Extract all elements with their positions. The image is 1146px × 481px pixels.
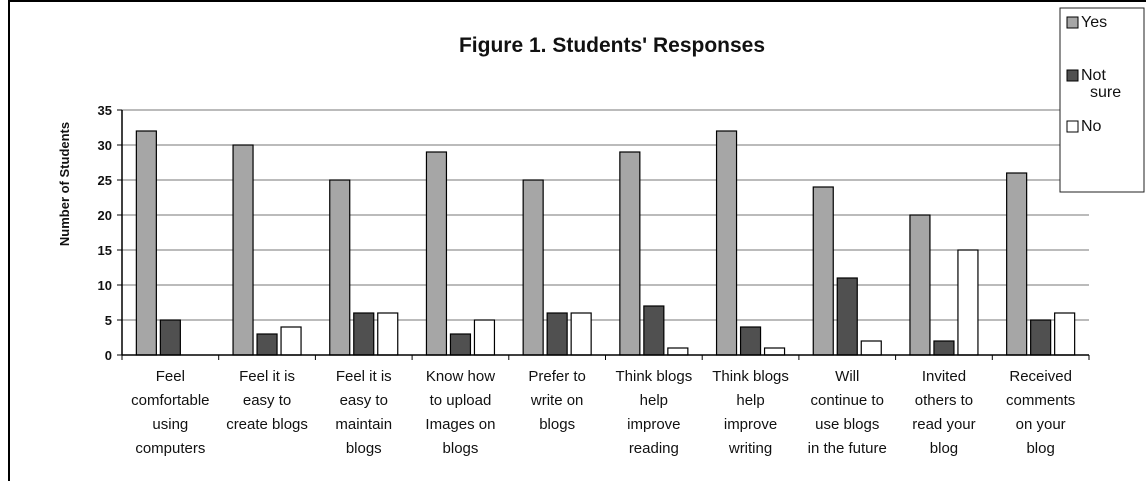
bar-not-sure (353, 312, 375, 356)
x-tick-label: Think blogs help improve reading (615, 368, 692, 457)
bar-no (763, 347, 786, 356)
bar-no (473, 319, 496, 356)
x-tick-label: Think blogs help improve writing (712, 368, 789, 457)
y-tick-label: 30 (98, 138, 112, 153)
legend-swatch (1066, 69, 1079, 82)
bar-yes (232, 144, 254, 356)
legend-swatch (1066, 120, 1079, 133)
x-tick-label: Invited others to read your blog (912, 368, 975, 457)
x-tick-label: Prefer to write on blogs (528, 368, 586, 433)
y-tick-label: 20 (98, 208, 112, 223)
legend-entry: No (1081, 118, 1102, 135)
y-tick-label: 0 (105, 348, 112, 363)
bar-yes (329, 179, 351, 356)
bar-not-sure (836, 277, 858, 356)
bar-no (1054, 312, 1076, 356)
chart-title: Figure 1. Students' Responses (459, 34, 765, 57)
bar-yes (522, 179, 544, 356)
bar-not-sure (546, 312, 568, 356)
legend-swatch (1066, 16, 1079, 29)
x-tick-label: Feel comfortable using computers (131, 368, 209, 457)
bar-yes (135, 130, 157, 356)
bar-not-sure (256, 333, 278, 356)
y-axis-label: Number of Students (57, 122, 72, 246)
bar-no (377, 312, 399, 356)
bar-not-sure (933, 340, 955, 356)
x-axis-labels: Feel comfortable using computers Feel it is e… (131, 368, 1075, 457)
bar-not-sure (1030, 319, 1052, 356)
y-tick-label: 10 (98, 278, 112, 293)
bar-not-sure (739, 326, 762, 356)
legend-box (1059, 7, 1145, 193)
bar-no (957, 249, 979, 356)
gridlines (122, 109, 1089, 321)
bar-no (667, 347, 689, 356)
bar-yes (909, 214, 931, 356)
x-tick-label: Know how to upload Images on blogs (425, 368, 495, 457)
y-tick-label: 25 (98, 173, 112, 188)
legend: Yes Not sure No (1059, 7, 1145, 193)
bar-no (280, 326, 302, 356)
bars (135, 130, 1076, 356)
bar-no (570, 312, 592, 356)
chart-frame (8, 0, 1146, 481)
bar-yes (425, 151, 448, 356)
y-tick-label: 35 (98, 103, 112, 118)
bar-not-sure (449, 333, 472, 356)
bar-not-sure (159, 319, 181, 356)
y-axis-ticks: 0 5 10 15 20 25 30 35 (98, 103, 122, 363)
legend-entry: Yes (1081, 14, 1107, 31)
bar-no (860, 340, 882, 356)
bar-not-sure (643, 305, 665, 356)
x-tick-label: Feel it is easy to maintain blogs (335, 368, 392, 457)
legend-entry: Not sure (1081, 67, 1121, 101)
x-tick-label: Feel it is easy to create blogs (226, 368, 308, 433)
bar-yes (1006, 172, 1028, 356)
x-tick-label: Will continue to use blogs in the future (808, 368, 887, 457)
bar-yes (619, 151, 641, 356)
bar-yes (812, 186, 834, 356)
x-tick-label: Received comments on your blog (1006, 368, 1075, 457)
bar-yes (715, 130, 738, 356)
y-tick-label: 15 (98, 243, 112, 258)
axes (121, 110, 1090, 360)
y-tick-label: 5 (105, 313, 112, 328)
